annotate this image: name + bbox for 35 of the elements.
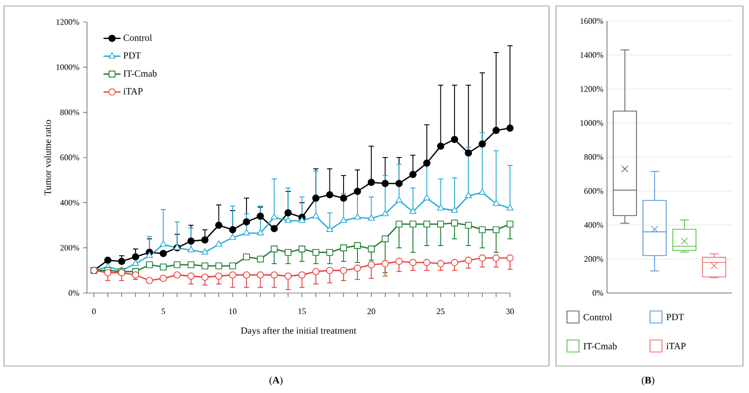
x-tick-label: 10 (229, 308, 236, 314)
x-axis-title: Days after the initial treatment (240, 327, 356, 336)
y-tick-label: 0% (592, 290, 604, 296)
y-tick-label: 400% (60, 200, 80, 206)
y-tick-label: 1200% (56, 19, 80, 25)
legend-label: Control (124, 34, 152, 41)
text: (B) (642, 376, 654, 386)
y-tick-label: 600% (584, 188, 604, 194)
y-tick-label: 200% (60, 244, 80, 251)
legend-label: IT-Cmab (124, 70, 157, 77)
y-tick-label: 600% (60, 154, 80, 160)
y-tick-label: 800% (60, 109, 80, 116)
y-tick-label: 400% (584, 222, 604, 228)
x-tick-label: 30 (506, 308, 514, 314)
y-axis-title: Tumor volume ratio (44, 120, 51, 196)
legend-label: Control (584, 314, 612, 320)
legend-label: PDT (666, 314, 684, 320)
x-tick-label: 0 (92, 308, 96, 314)
x-tick-label: 5 (162, 308, 166, 314)
text: (A) (270, 376, 282, 386)
y-tick-label: 200% (584, 256, 604, 262)
x-tick-label: 25 (436, 308, 445, 314)
x-tick-label: 15 (298, 308, 306, 314)
y-tick-label: 1000% (580, 120, 604, 126)
legend-label: iTAP (123, 88, 143, 94)
legend-label: IT-Cmab (584, 342, 617, 350)
y-tick-label: 0% (68, 290, 80, 296)
legend-label: PDT (123, 52, 141, 59)
y-tick-label: 1000% (56, 64, 80, 70)
x-tick-label: 20 (368, 308, 376, 314)
y-tick-label: 1400% (580, 52, 604, 58)
legend-label: iTAP (666, 342, 686, 350)
y-tick-label: 1600% (580, 18, 604, 24)
y-tick-label: 800% (584, 154, 604, 160)
y-tick-label: 1200% (580, 86, 604, 92)
